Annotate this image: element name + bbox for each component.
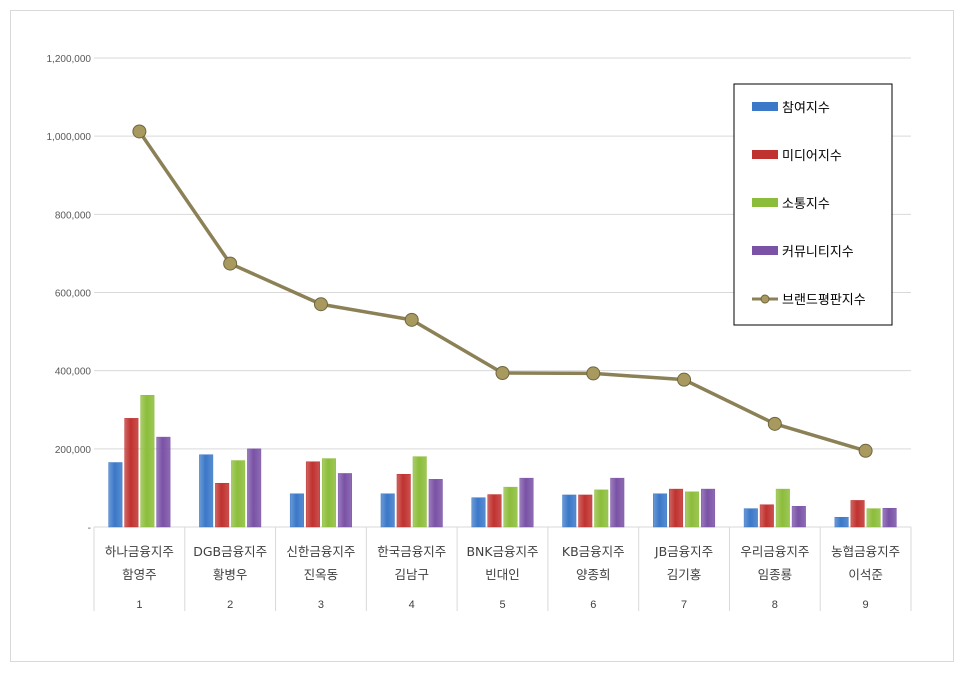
line-point: [767, 416, 782, 431]
line-point: [404, 312, 419, 327]
line-point: [132, 124, 147, 139]
category-label-person: 임종룡: [758, 567, 793, 582]
line-point: [858, 443, 873, 458]
legend-swatch: [752, 150, 778, 159]
bar: [124, 418, 139, 528]
bar: [487, 494, 502, 528]
y-tick-label: 400,000: [55, 367, 92, 378]
legend-label: 브랜드평판지수: [782, 293, 866, 308]
bar: [247, 448, 262, 528]
bar-series-4: [156, 436, 897, 528]
bar: [305, 461, 320, 528]
bar: [503, 486, 518, 528]
line-point: [586, 366, 601, 381]
legend-label: 커뮤니티지수: [782, 245, 854, 260]
y-tick-label: 200,000: [55, 445, 92, 456]
legend-swatch: [752, 102, 778, 111]
bar: [108, 462, 123, 528]
category-label-person: 양종희: [576, 567, 611, 582]
bar: [759, 504, 774, 528]
bar: [578, 494, 593, 528]
bar: [231, 460, 246, 528]
legend-marker: [760, 294, 770, 304]
bar: [396, 473, 411, 528]
category-label-company: KB금융지주: [562, 544, 625, 559]
category-label-rank: 9: [863, 599, 869, 611]
category-label-person: 김남구: [394, 567, 429, 582]
category-label-company: 우리금융지주: [740, 544, 809, 559]
category-label-rank: 6: [590, 599, 596, 611]
bar: [866, 508, 881, 528]
bar: [775, 488, 790, 528]
bar: [653, 493, 668, 528]
category-label-person: 이석준: [848, 567, 883, 582]
category-label-rank: 7: [681, 599, 687, 611]
category-label-rank: 2: [227, 599, 233, 611]
bar: [562, 494, 577, 528]
y-tick-label: 1,200,000: [47, 54, 92, 65]
bar: [685, 491, 700, 528]
bar: [882, 507, 897, 528]
category-label-company: 농협금융지주: [831, 544, 900, 559]
bar: [743, 508, 758, 528]
category-label-rank: 5: [499, 599, 505, 611]
category-label-person: 빈대인: [485, 567, 520, 582]
y-tick-label: 800,000: [55, 210, 92, 221]
bar: [412, 456, 427, 528]
category-label-company: DGB금융지주: [193, 544, 267, 559]
category-label-rank: 8: [772, 599, 778, 611]
category-label-rank: 4: [409, 599, 415, 611]
category-label-company: BNK금융지주: [466, 544, 538, 559]
bar: [289, 493, 304, 528]
bar: [791, 506, 806, 528]
y-tick-label: 600,000: [55, 289, 92, 300]
legend-swatch: [752, 198, 778, 207]
category-label-person: 진옥동: [304, 567, 339, 582]
bar: [834, 516, 849, 528]
bar: [471, 497, 486, 528]
y-tick-label: 1,000,000: [47, 132, 92, 143]
chart-area: - 200,000 400,000 600,000 800,000 1,000,000 1,…: [10, 10, 954, 662]
legend-swatch: [752, 246, 778, 255]
bar: [610, 477, 625, 528]
bar: [519, 477, 534, 528]
category-label-company: JB금융지주: [654, 544, 713, 559]
category-label-company: 한국금융지주: [377, 544, 446, 559]
bar: [321, 458, 336, 528]
bar: [669, 488, 684, 528]
category-label-person: 황병우: [213, 567, 248, 582]
line-point: [677, 372, 692, 387]
chart-svg: - 200,000 400,000 600,000 800,000 1,000,000 1,…: [47, 54, 912, 611]
legend-label: 참여지수: [782, 101, 830, 116]
category-label-company: 신한금융지주: [286, 544, 355, 559]
bar: [199, 454, 214, 528]
bar: [428, 479, 443, 528]
bar: [380, 493, 395, 528]
bar: [850, 500, 865, 528]
bar: [140, 395, 155, 528]
category-label-rank: 1: [136, 599, 142, 611]
bar: [215, 482, 230, 528]
bar: [156, 436, 171, 528]
category-label-company: 하나금융지주: [105, 544, 174, 559]
legend-label: 소통지수: [782, 197, 830, 212]
category-label-person: 김기홍: [667, 567, 702, 582]
line-point: [495, 366, 510, 381]
bar-series-1: [108, 454, 849, 528]
category-label-person: 함영주: [122, 567, 157, 582]
line-point: [223, 256, 238, 271]
line-point: [313, 297, 328, 312]
bar: [337, 473, 352, 528]
bar-series-3: [140, 395, 881, 528]
legend-label: 미디어지수: [782, 149, 842, 164]
y-tick-label: -: [88, 523, 91, 534]
bar: [701, 488, 716, 528]
bar: [594, 489, 609, 528]
category-label-rank: 3: [318, 599, 324, 611]
bar-series-2: [124, 418, 865, 528]
